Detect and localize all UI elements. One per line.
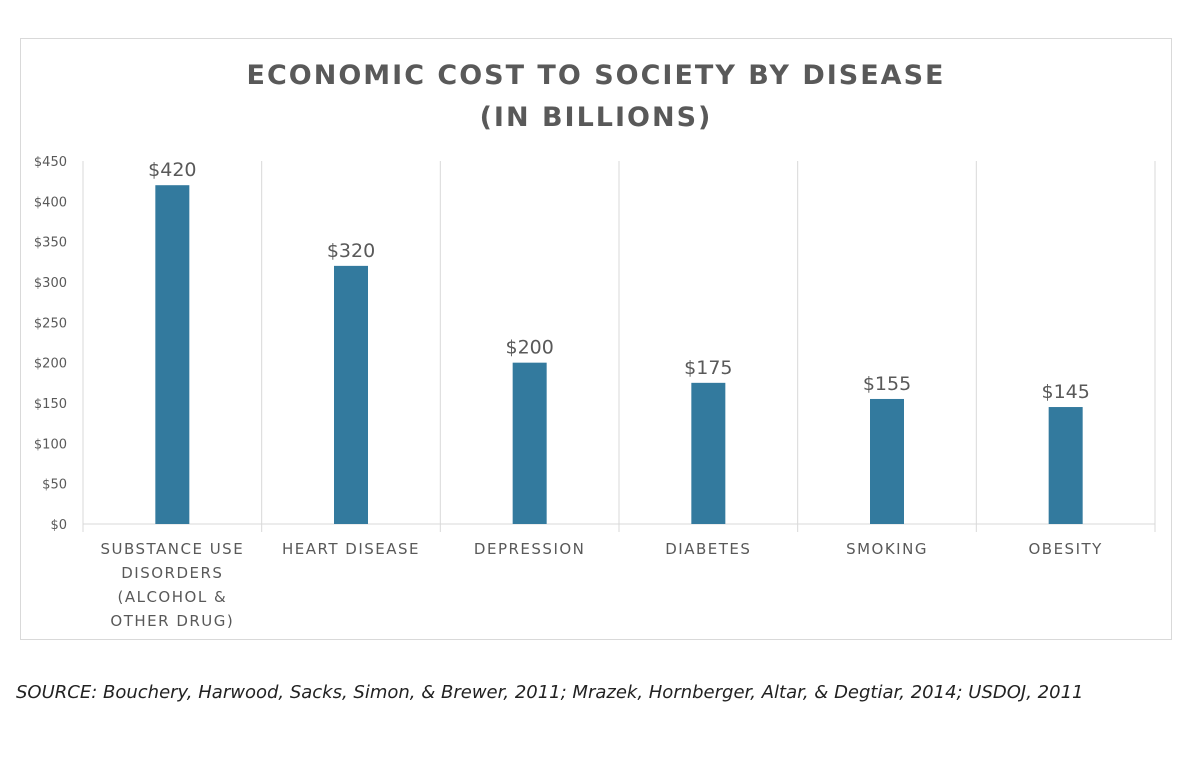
chart-title-line-1: ECONOMIC COST TO SOCIETY BY DISEASE: [246, 60, 946, 91]
x-tick-label: HEART DISEASE: [282, 540, 420, 558]
y-tick-label: $100: [34, 437, 67, 452]
bar: [870, 398, 904, 524]
y-tick-label: $0: [50, 518, 67, 533]
category-separators: [82, 161, 1156, 532]
y-axis-tick-labels: $0 $50 $100 $150 $200 $250 $300 $350 $400 $450: [34, 155, 67, 533]
y-tick-label: $400: [34, 195, 67, 210]
x-tick-label-line: OBESITY: [1028, 540, 1102, 558]
x-tick-label-line: DIABETES: [665, 540, 751, 558]
chart-title: ECONOMIC COST TO SOCIETY BY DISEASE (IN …: [21, 55, 1171, 139]
data-label: $320: [327, 240, 375, 262]
bar: [334, 265, 368, 524]
data-label: $155: [863, 373, 911, 395]
data-label: $145: [1041, 381, 1089, 403]
y-tick-label: $200: [34, 357, 67, 372]
x-tick-label: DEPRESSION: [474, 540, 585, 558]
y-tick-label: $350: [34, 236, 67, 251]
x-tick-label-line: HEART DISEASE: [282, 540, 420, 558]
bar: [512, 362, 547, 524]
chart-title-line-2: (IN BILLIONS): [479, 102, 713, 133]
x-tick-label-line: SUBSTANCE USE: [100, 540, 244, 558]
x-tick-label: DIABETES: [665, 540, 751, 558]
data-label: $200: [505, 337, 553, 359]
x-tick-label-line: DISORDERS: [121, 564, 223, 582]
x-tick-label: SUBSTANCE USE DISORDERS (ALCOHOL & OTHER DR…: [100, 540, 244, 630]
chart-frame: ECONOMIC COST TO SOCIETY BY DISEASE (IN …: [20, 38, 1172, 640]
y-tick-label: $450: [34, 155, 67, 170]
data-label: $175: [684, 357, 732, 379]
x-tick-label-line: SMOKING: [846, 540, 928, 558]
y-tick-label: $300: [34, 276, 67, 291]
bar: [691, 382, 726, 524]
x-tick-label-line: (ALCOHOL &: [117, 588, 227, 606]
x-tick-label: OBESITY: [1028, 540, 1102, 558]
y-tick-label: $150: [34, 397, 67, 412]
data-labels: $420 $320 $200 $175 $155 $145: [148, 159, 1090, 403]
y-tick-label: $250: [34, 316, 67, 331]
bar: [1048, 407, 1083, 524]
x-tick-label-line: OTHER DRUG): [110, 612, 234, 630]
x-axis-tick-labels: SUBSTANCE USE DISORDERS (ALCOHOL & OTHER DR…: [100, 540, 1102, 630]
data-label: $420: [148, 159, 196, 181]
x-tick-label-line: DEPRESSION: [474, 540, 585, 558]
bar-chart: $0 $50 $100 $150 $200 $250 $300 $350 $400 $450 $4…: [34, 155, 1156, 630]
y-tick-label: $50: [42, 478, 67, 493]
bars: [155, 185, 1083, 524]
bar: [155, 185, 190, 524]
x-tick-label: SMOKING: [846, 540, 928, 558]
source-note: SOURCE: Bouchery, Harwood, Sacks, Simon,…: [16, 682, 1084, 703]
